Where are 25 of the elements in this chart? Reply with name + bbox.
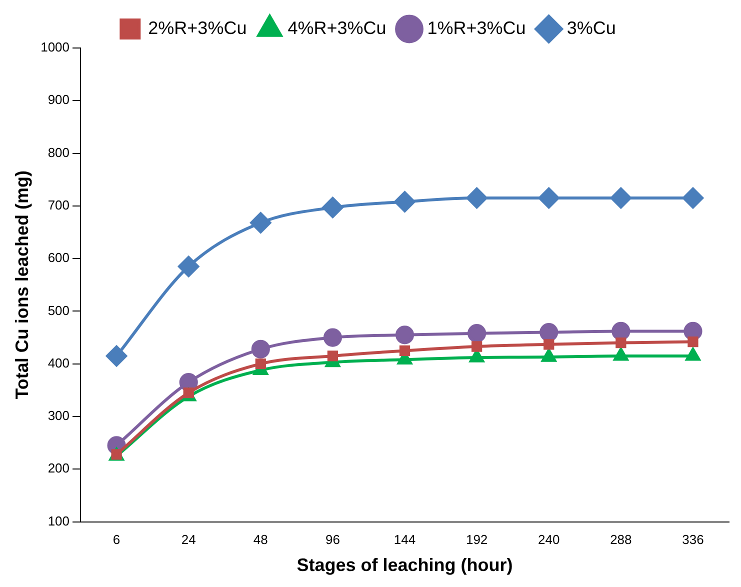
y-axis-title: Total Cu ions leached (mg) bbox=[12, 170, 32, 400]
x-tick-label: 240 bbox=[538, 532, 560, 548]
legend-label: 4%R+3%Cu bbox=[288, 18, 386, 38]
x-axis-title: Stages of leaching (hour) bbox=[296, 555, 513, 576]
y-tick-label: 100 bbox=[48, 513, 70, 528]
legend-label: 2%R+3%Cu bbox=[148, 18, 247, 38]
y-tick-label: 800 bbox=[48, 144, 70, 160]
y-tick-label: 1000 bbox=[40, 40, 70, 55]
legend-label: 1%R+3%Cu bbox=[427, 18, 526, 38]
x-tick-label: 288 bbox=[610, 532, 632, 548]
x-tick-label: 96 bbox=[325, 532, 340, 548]
x-tick-label: 6 bbox=[112, 532, 120, 548]
x-tick-label: 48 bbox=[253, 532, 268, 548]
x-tick-label: 144 bbox=[394, 532, 416, 548]
x-tick-label: 24 bbox=[181, 532, 196, 548]
y-tick-label: 700 bbox=[48, 198, 70, 213]
y-tick-label: 900 bbox=[48, 92, 70, 108]
y-tick-label: 400 bbox=[48, 355, 70, 370]
legend-label: 3%Cu bbox=[566, 18, 616, 38]
y-tick-label: 300 bbox=[48, 408, 70, 424]
y-tick-label: 200 bbox=[48, 460, 70, 476]
x-tick-label: 336 bbox=[682, 532, 704, 548]
y-tick-label: 500 bbox=[48, 302, 70, 318]
y-tick-label: 600 bbox=[48, 250, 70, 266]
x-tick-label: 192 bbox=[466, 532, 488, 548]
